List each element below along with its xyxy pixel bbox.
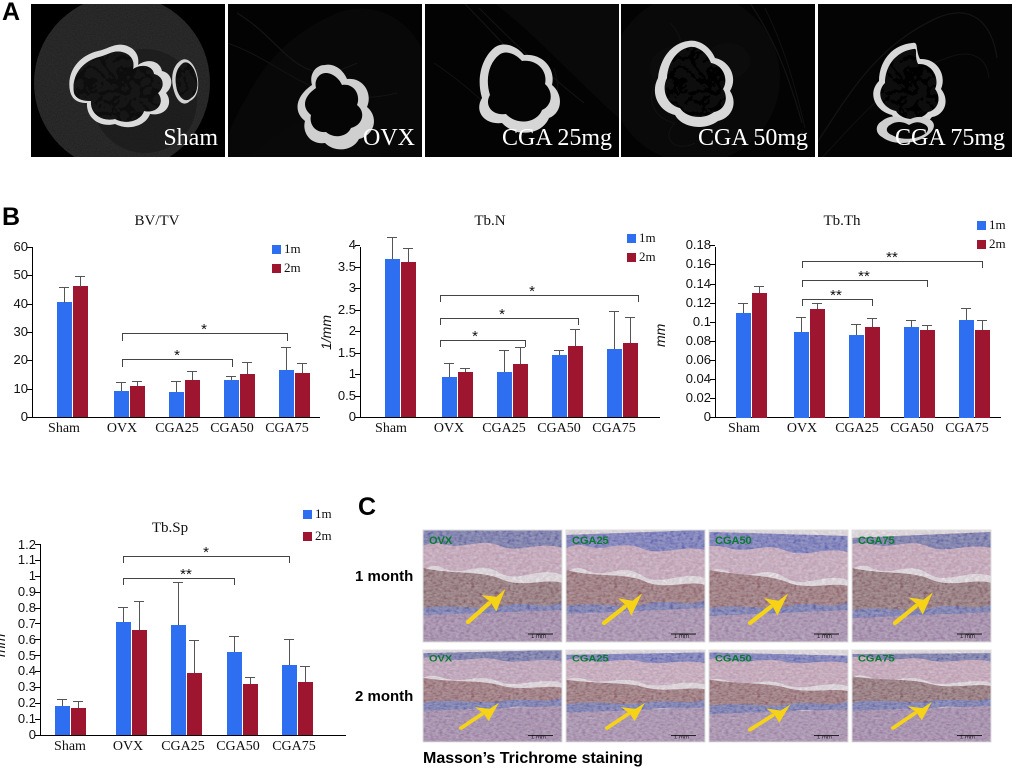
svg-text:CGA50: CGA50 xyxy=(715,654,752,664)
svg-text:1 mm: 1 mm xyxy=(674,735,689,740)
svg-text:OVX: OVX xyxy=(429,654,453,664)
svg-text:1 mm: 1 mm xyxy=(960,735,975,740)
svg-text:1 mm: 1 mm xyxy=(817,634,832,640)
svg-text:1 mm: 1 mm xyxy=(674,634,689,640)
svg-text:CGA75: CGA75 xyxy=(858,535,895,547)
svg-text:OVX: OVX xyxy=(429,535,453,547)
svg-text:1 mm: 1 mm xyxy=(531,735,546,740)
svg-text:CGA25: CGA25 xyxy=(572,535,609,547)
svg-text:CGA25: CGA25 xyxy=(572,654,609,664)
svg-text:CGA75: CGA75 xyxy=(858,654,895,664)
svg-text:1 mm: 1 mm xyxy=(817,735,832,740)
svg-text:CGA50: CGA50 xyxy=(715,535,752,547)
svg-text:1 mm: 1 mm xyxy=(960,634,975,640)
svg-text:1 mm: 1 mm xyxy=(531,634,546,640)
